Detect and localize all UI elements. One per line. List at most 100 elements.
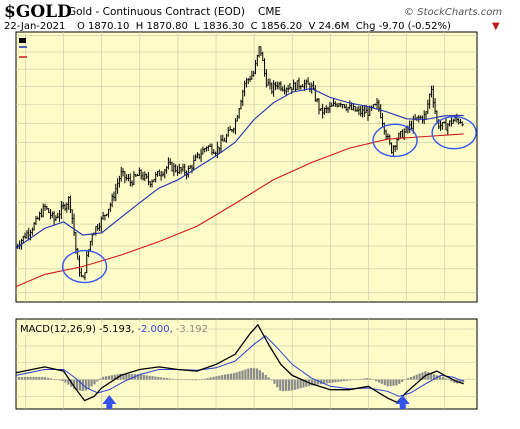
macd-histogram-bar bbox=[148, 375, 151, 380]
macd-histogram-bar bbox=[313, 379, 317, 385]
macd-histogram-bar bbox=[241, 370, 244, 380]
ema50-line bbox=[15, 87, 464, 249]
macd-histogram-bar bbox=[447, 379, 450, 381]
macd-histogram-bar bbox=[345, 379, 349, 381]
macd-histogram-bar bbox=[357, 379, 360, 380]
macd-histogram-bar bbox=[163, 377, 166, 380]
annotation-circle bbox=[431, 116, 477, 150]
macd-histogram-bar bbox=[287, 379, 291, 391]
macd-legend-macd-value: -5.193, bbox=[99, 324, 134, 335]
macd-histogram-bar bbox=[369, 378, 372, 380]
macd-histogram-bar bbox=[93, 379, 96, 385]
macd-histogram-bar bbox=[438, 376, 442, 380]
price-annotations bbox=[61, 116, 477, 284]
price-series-group bbox=[15, 46, 464, 288]
macd-histogram-bar bbox=[386, 379, 389, 387]
macd-histogram-bar bbox=[110, 375, 113, 380]
macd-histogram-bar bbox=[145, 375, 148, 380]
macd-histogram-bar bbox=[46, 377, 50, 380]
macd-histogram-bar bbox=[186, 379, 189, 381]
macd-histogram-bar bbox=[296, 379, 299, 390]
macd-legend: MACD(12,26,9) -5.193, -2.000, -3.192 bbox=[20, 323, 208, 335]
macd-histogram-bar bbox=[299, 379, 302, 389]
macd-histogram-bar bbox=[383, 379, 386, 386]
macd-histogram-bar bbox=[157, 376, 160, 380]
macd-histogram-bar bbox=[151, 376, 154, 380]
macd-histogram-bar bbox=[209, 377, 212, 380]
macd-histogram-bar bbox=[52, 379, 55, 380]
macd-histogram-bar bbox=[264, 374, 267, 380]
macd-histogram-bar bbox=[90, 379, 93, 387]
macd-histogram-bar bbox=[183, 379, 186, 381]
macd-histogram-bar bbox=[409, 377, 412, 380]
macd-histogram-bar bbox=[67, 379, 70, 385]
symbol-description: Gold - Continuous Contract (EOD) bbox=[68, 6, 245, 18]
macd-histogram-bar bbox=[398, 379, 401, 384]
macd-histogram-bar bbox=[253, 368, 256, 380]
macd-panel: MACD(12,26,9) -5.193, -2.000, -3.192 bbox=[15, 318, 478, 410]
annotation-circle bbox=[61, 249, 108, 284]
macd-histogram-bar bbox=[258, 370, 262, 380]
macd-histogram-bar bbox=[131, 374, 134, 380]
macd-histogram-bar bbox=[125, 373, 128, 380]
macd-histogram-bar bbox=[180, 379, 183, 381]
macd-histogram-bar bbox=[441, 377, 444, 380]
macd-histogram-bar bbox=[128, 374, 131, 380]
macd-histogram-bar bbox=[380, 379, 383, 384]
macd-annotations bbox=[102, 395, 410, 409]
macd-histogram-bar bbox=[78, 379, 82, 391]
macd-histogram-bar bbox=[73, 379, 76, 389]
macd-histogram-bar bbox=[192, 379, 195, 381]
macd-histogram-bar bbox=[168, 378, 172, 380]
macd-histogram-bar bbox=[104, 376, 108, 380]
macd-histogram-bar bbox=[290, 379, 293, 391]
macd-legend-label: MACD(12,26,9) bbox=[20, 324, 96, 335]
quote-line: O 1870.10 H 1870.80 L 1836.30 C 1856.20 … bbox=[77, 21, 451, 32]
date-label: 22-Jan-2021 bbox=[4, 21, 65, 32]
macd-histogram-bar bbox=[276, 379, 279, 388]
macd-histogram-bar bbox=[415, 374, 418, 380]
macd-histogram-bar bbox=[337, 379, 340, 382]
macd-histogram-bar bbox=[325, 379, 328, 384]
macd-histogram-bar bbox=[194, 379, 198, 381]
macd-histogram-bar bbox=[459, 379, 462, 383]
macd-histogram-bar bbox=[412, 375, 415, 380]
macd-legend-histogram-value: -3.192 bbox=[176, 324, 208, 335]
macd-line bbox=[15, 323, 464, 404]
macd-histogram-bar bbox=[224, 374, 227, 380]
macd-histogram-bar bbox=[64, 379, 67, 383]
macd-histogram-bar bbox=[226, 374, 230, 380]
macd-histogram-bar bbox=[316, 379, 320, 385]
macd-histogram-bar bbox=[15, 377, 18, 380]
macd-histogram-bar bbox=[29, 377, 32, 380]
change-down-icon: ▼ bbox=[492, 21, 500, 32]
macd-histogram-bar bbox=[244, 369, 247, 380]
up-arrow-icon bbox=[395, 395, 410, 409]
macd-histogram-bar bbox=[87, 379, 90, 389]
macd-histogram-bar bbox=[203, 378, 206, 380]
macd-histogram-bar bbox=[284, 379, 288, 391]
macd-histogram-bar bbox=[270, 379, 273, 381]
macd-histogram-bar bbox=[247, 368, 250, 380]
macd-histogram-bar bbox=[35, 377, 38, 380]
macd-histogram-bar bbox=[142, 375, 145, 380]
macd-histogram-bar bbox=[302, 379, 305, 388]
macd-histogram-bar bbox=[279, 379, 282, 391]
macd-histogram-bar bbox=[250, 367, 253, 380]
macd-histogram-bar bbox=[177, 379, 180, 381]
macd-histogram-bar bbox=[366, 378, 369, 380]
macd-histogram-bar bbox=[215, 376, 218, 380]
macd-histogram-bar bbox=[354, 379, 357, 381]
up-arrow-icon bbox=[102, 395, 117, 409]
macd-legend-background bbox=[20, 323, 200, 335]
macd-legend-text: MACD(12,26,9) -5.193, -2.000, -3.192 bbox=[20, 324, 208, 335]
macd-histogram-bar bbox=[293, 379, 296, 390]
macd-histogram-bar bbox=[99, 378, 102, 380]
macd-histogram-bar bbox=[107, 375, 111, 380]
exchange-label: CME bbox=[258, 6, 281, 18]
macd-histogram-bar bbox=[377, 379, 381, 383]
macd-histogram-bar bbox=[261, 372, 264, 380]
macd-histogram-bar bbox=[113, 374, 116, 380]
macd-histogram-bar bbox=[238, 371, 241, 380]
